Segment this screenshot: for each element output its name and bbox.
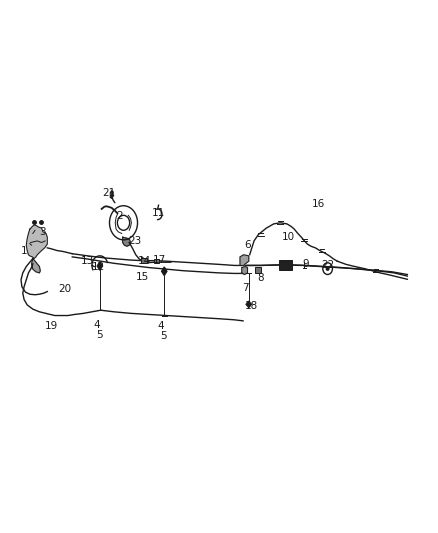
Polygon shape xyxy=(110,191,113,198)
Text: 5: 5 xyxy=(160,331,167,341)
Polygon shape xyxy=(97,262,102,270)
Bar xyxy=(279,260,292,270)
Text: 11: 11 xyxy=(152,208,165,218)
Text: 23: 23 xyxy=(128,236,141,246)
Text: 13: 13 xyxy=(81,256,94,266)
Text: 9: 9 xyxy=(302,259,309,269)
Polygon shape xyxy=(246,301,251,308)
Polygon shape xyxy=(240,255,249,265)
Text: 15: 15 xyxy=(136,272,149,282)
Text: 4: 4 xyxy=(94,320,101,330)
Polygon shape xyxy=(32,259,40,273)
Bar xyxy=(141,258,147,263)
Polygon shape xyxy=(162,267,167,276)
Text: 21: 21 xyxy=(102,188,115,198)
Text: 18: 18 xyxy=(245,302,258,311)
Text: 12: 12 xyxy=(92,262,105,271)
Text: 2: 2 xyxy=(116,211,123,221)
Text: 17: 17 xyxy=(153,255,166,265)
Polygon shape xyxy=(242,266,247,274)
Text: 14: 14 xyxy=(138,256,151,266)
Text: 7: 7 xyxy=(242,283,249,293)
Text: 5: 5 xyxy=(96,330,103,340)
Circle shape xyxy=(326,267,329,270)
Text: 6: 6 xyxy=(244,240,251,250)
Bar xyxy=(255,267,261,273)
Polygon shape xyxy=(26,225,47,259)
Polygon shape xyxy=(123,237,131,246)
Text: 3: 3 xyxy=(39,227,46,237)
Text: 19: 19 xyxy=(45,321,58,331)
Text: 1: 1 xyxy=(21,246,28,255)
Text: 16: 16 xyxy=(312,199,325,208)
Text: 20: 20 xyxy=(58,284,71,294)
Text: 4: 4 xyxy=(158,321,165,331)
Text: 22: 22 xyxy=(321,261,334,270)
Text: 8: 8 xyxy=(257,273,264,283)
Text: 10: 10 xyxy=(282,232,295,242)
Bar xyxy=(154,259,159,263)
